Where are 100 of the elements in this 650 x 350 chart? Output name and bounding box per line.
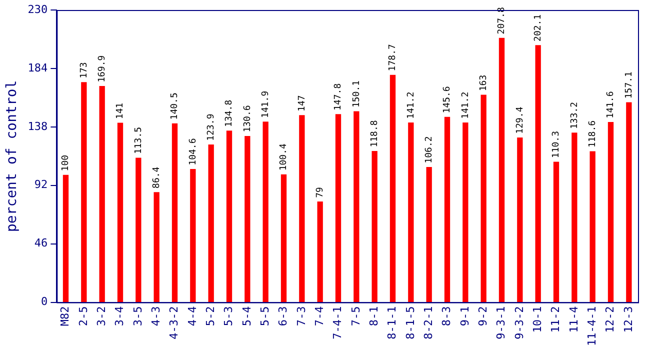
data-label: 145.6 bbox=[442, 86, 453, 114]
data-label: 150.1 bbox=[352, 80, 362, 108]
data-label: 86.4 bbox=[152, 166, 162, 188]
bar bbox=[572, 132, 578, 302]
data-label: 100.4 bbox=[279, 144, 290, 171]
x-tick-label: 12-3 bbox=[622, 306, 635, 333]
x-tick-label: 8-2-1 bbox=[422, 306, 435, 340]
x-tick-label: 7-5 bbox=[349, 306, 362, 326]
x-tick-label: 5-3 bbox=[222, 306, 236, 326]
data-label: 141 bbox=[116, 102, 126, 120]
data-label: 118.6 bbox=[588, 120, 598, 148]
bar bbox=[390, 74, 396, 302]
data-label: 123.9 bbox=[206, 114, 216, 141]
data-label: 130.6 bbox=[242, 105, 253, 132]
data-label: 173 bbox=[79, 62, 90, 78]
x-tick-label: 4-3-2 bbox=[168, 306, 181, 340]
bar bbox=[517, 138, 523, 302]
x-tick-label: 3-5 bbox=[131, 306, 144, 326]
bar bbox=[553, 162, 560, 302]
data-label: 178.7 bbox=[388, 44, 398, 72]
x-tick-label: 2-5 bbox=[76, 306, 90, 326]
bar bbox=[81, 82, 87, 302]
bar bbox=[626, 102, 632, 302]
bar bbox=[444, 116, 450, 302]
bar bbox=[262, 122, 268, 302]
y-tick-label: 0 bbox=[41, 295, 48, 308]
bar bbox=[117, 122, 124, 302]
bar bbox=[154, 192, 160, 302]
bar bbox=[280, 174, 287, 302]
data-label: 118.8 bbox=[370, 120, 380, 148]
bar bbox=[62, 174, 69, 302]
x-tick-label: 10-1 bbox=[530, 306, 544, 333]
x-tick-label: 5-2 bbox=[204, 306, 217, 326]
x-tick-label: 4-4 bbox=[186, 306, 199, 326]
bar bbox=[408, 122, 414, 302]
bar bbox=[426, 166, 432, 302]
x-tick-label: 7-3 bbox=[294, 306, 308, 326]
x-tick-label: 9-1 bbox=[458, 306, 472, 326]
y-tick-label: 184 bbox=[28, 61, 48, 74]
bar bbox=[535, 45, 541, 302]
x-tick-label: 9-2 bbox=[476, 306, 490, 326]
y-tick-label: 46 bbox=[34, 236, 48, 250]
y-tick-label: 92 bbox=[34, 178, 48, 192]
data-label: 202.1 bbox=[533, 14, 544, 42]
x-tick-label: 8-1 bbox=[367, 306, 380, 326]
bar bbox=[590, 151, 596, 302]
y-tick-label: 138 bbox=[28, 120, 48, 133]
bar bbox=[608, 122, 614, 302]
data-label: 79 bbox=[315, 187, 326, 198]
data-label: 163 bbox=[478, 74, 489, 92]
data-label: 169.9 bbox=[97, 55, 108, 82]
y-axis-title: percent of control bbox=[4, 80, 20, 232]
bar bbox=[354, 111, 360, 302]
x-tick-label: 11-2 bbox=[549, 306, 562, 333]
data-label: 147 bbox=[297, 95, 308, 112]
data-label: 113.5 bbox=[134, 126, 144, 154]
data-label: 104.6 bbox=[188, 138, 198, 166]
data-label: 133.2 bbox=[570, 102, 580, 130]
x-tick-label: 5-4 bbox=[240, 306, 254, 326]
bar bbox=[190, 169, 196, 302]
data-label: 134.8 bbox=[224, 100, 235, 127]
data-label: 147.8 bbox=[334, 83, 344, 110]
x-tick-label: 4-3 bbox=[149, 306, 162, 326]
bar bbox=[244, 136, 250, 302]
data-label: 140.5 bbox=[170, 92, 180, 120]
y-tick-label: 230 bbox=[28, 2, 48, 16]
data-label: 110.3 bbox=[552, 131, 562, 158]
x-tick-label: 3-2 bbox=[94, 306, 108, 326]
bar bbox=[99, 86, 105, 302]
data-label: 157.1 bbox=[624, 72, 634, 99]
data-label: 141.9 bbox=[260, 90, 271, 118]
x-tick-label: 8-1-1 bbox=[386, 306, 399, 340]
x-tick-label: 11-4 bbox=[567, 306, 580, 333]
data-label: 129.4 bbox=[515, 106, 526, 134]
bar bbox=[462, 122, 468, 302]
data-label: 106.2 bbox=[424, 136, 434, 164]
data-label: 141.2 bbox=[406, 92, 416, 119]
x-tick-label: 6-3 bbox=[276, 306, 290, 326]
bar bbox=[172, 123, 178, 302]
bar bbox=[480, 94, 486, 302]
bar bbox=[136, 158, 142, 302]
x-tick-label: 8-3 bbox=[440, 306, 454, 326]
x-tick-label: 9-3-1 bbox=[494, 306, 508, 340]
bar bbox=[226, 130, 232, 302]
x-tick-label: 11-4-1 bbox=[585, 306, 598, 346]
bar bbox=[299, 115, 305, 302]
x-tick-label: 3-4 bbox=[113, 306, 126, 326]
data-label: 141.6 bbox=[606, 91, 616, 118]
bar bbox=[208, 144, 214, 302]
x-tick-label: 5-5 bbox=[258, 306, 272, 326]
data-label: 100 bbox=[61, 154, 72, 172]
x-tick-label: 8-1-5 bbox=[404, 306, 417, 340]
bar bbox=[317, 202, 323, 302]
x-tick-label: M82 bbox=[58, 306, 72, 326]
bar bbox=[335, 114, 342, 302]
data-label: 141.2 bbox=[460, 92, 471, 119]
bar bbox=[498, 38, 505, 302]
bar bbox=[372, 150, 378, 302]
x-tick-label: 9-3-2 bbox=[512, 306, 526, 340]
x-tick-label: 7-4-1 bbox=[331, 306, 344, 340]
